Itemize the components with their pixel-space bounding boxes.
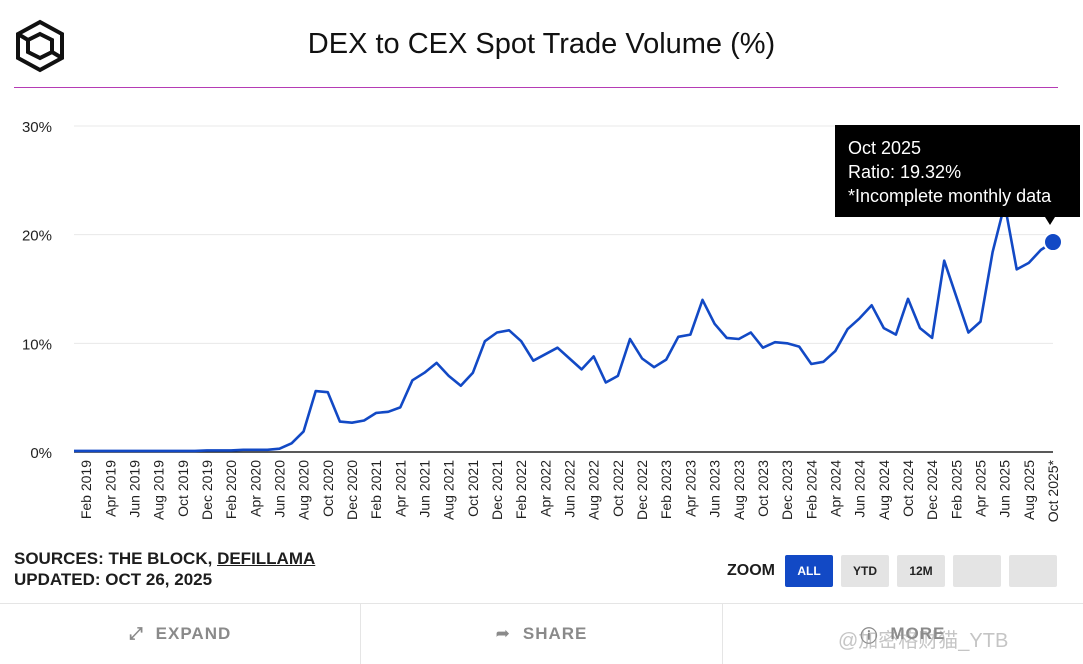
x-tick-label: Apr 2025 <box>972 460 988 517</box>
x-tick-label: Feb 2025 <box>948 460 964 519</box>
x-tick-label: Oct 2020 <box>320 460 336 517</box>
x-tick-label: Jun 2024 <box>852 460 868 518</box>
zoom-ytd-button[interactable]: YTD <box>841 555 889 587</box>
defillama-link[interactable]: DEFILLAMA <box>217 549 316 568</box>
x-tick-label: Feb 2019 <box>78 460 94 519</box>
x-tick-label: Dec 2019 <box>199 460 215 520</box>
x-tick-label: Aug 2022 <box>586 460 602 520</box>
tooltip-value: Ratio: 19.32% <box>848 162 961 182</box>
x-tick-label: Aug 2025 <box>1021 460 1037 520</box>
x-tick-label: Feb 2024 <box>803 460 819 519</box>
expand-icon: ⤢ <box>129 624 144 643</box>
y-tick-label: 0% <box>30 445 52 462</box>
tooltip: Oct 2025 Ratio: 19.32% *Incomplete month… <box>835 125 1080 225</box>
watermark: @加密格财猫_YTB <box>838 630 1009 652</box>
highlight-point[interactable] <box>1043 232 1063 253</box>
expand-label: EXPAND <box>155 624 232 643</box>
series-line-ratio <box>74 202 1054 453</box>
x-tick-label: Apr 2024 <box>827 460 843 517</box>
chart-title: DEX to CEX Spot Trade Volume (%) <box>307 28 776 60</box>
x-tick-label: Feb 2020 <box>223 460 239 519</box>
y-tick-label: 10% <box>22 336 52 353</box>
y-tick-label: 20% <box>22 228 52 245</box>
x-tick-label: Oct 2025* <box>1045 459 1061 522</box>
expand-button[interactable]: ⤢ EXPAND <box>0 604 362 664</box>
x-tick-label: Apr 2021 <box>392 460 408 517</box>
x-tick-label: Apr 2020 <box>247 460 263 517</box>
cube-logo-icon <box>16 19 64 73</box>
updated-label: UPDATED: OCT 26, 2025 <box>14 570 213 589</box>
line-chart: 0% 10% 20% 30% Feb 2019 Apr 2019 Jun 2019 Aug … <box>22 119 1080 522</box>
x-tick-label: Dec 2020 <box>344 460 360 520</box>
x-tick-label: Oct 2022 <box>610 460 626 517</box>
tooltip-note: *Incomplete monthly data <box>848 186 1052 206</box>
x-tick-label: Aug 2019 <box>151 460 167 520</box>
x-tick-label: Feb 2023 <box>658 460 674 519</box>
y-tick-label: 30% <box>22 119 52 136</box>
more-button[interactable]: ⓘ MORE <box>723 604 1083 664</box>
x-tick-label: Apr 2023 <box>682 460 698 517</box>
zoom-label: ZOOM <box>727 562 775 579</box>
zoom-all-button[interactable]: ALL <box>785 555 833 587</box>
x-tick-label: Aug 2021 <box>441 460 457 520</box>
y-axis-tick-labels: 0% 10% 20% 30% <box>22 119 52 462</box>
zoom-option-button[interactable] <box>1009 555 1057 587</box>
x-tick-label: Aug 2024 <box>876 460 892 520</box>
x-tick-label: Oct 2019 <box>175 460 191 517</box>
x-tick-label: Feb 2022 <box>513 460 529 519</box>
info-icon: ⓘ <box>860 626 879 646</box>
share-label: SHARE <box>522 624 588 643</box>
x-axis-tick-labels: Feb 2019 Apr 2019 Jun 2019 Aug 2019 Oct 2019… <box>78 459 1061 522</box>
x-tick-label: Dec 2024 <box>924 460 940 520</box>
x-tick-label: Oct 2021 <box>465 460 481 517</box>
x-tick-label: Oct 2024 <box>900 460 916 517</box>
zoom-12m-button[interactable]: 12M <box>897 555 945 587</box>
x-tick-label: Feb 2021 <box>368 460 384 519</box>
x-tick-label: Aug 2023 <box>731 460 747 520</box>
x-tick-label: Jun 2025 <box>997 460 1013 518</box>
x-tick-label: Dec 2023 <box>779 460 795 520</box>
x-tick-label: Jun 2022 <box>562 460 578 518</box>
more-label: MORE <box>890 624 946 643</box>
share-button[interactable]: ➦ SHARE <box>361 604 723 664</box>
x-tick-label: Jun 2019 <box>126 460 142 518</box>
zoom-option-button[interactable] <box>953 555 1001 587</box>
x-tick-label: Oct 2023 <box>755 460 771 517</box>
x-tick-label: Dec 2021 <box>489 460 505 520</box>
share-icon: ➦ <box>495 624 511 643</box>
x-tick-label: Jun 2023 <box>707 460 723 518</box>
sources-label: SOURCES: THE BLOCK, <box>14 549 218 568</box>
x-tick-label: Apr 2022 <box>537 460 553 517</box>
x-tick-label: Jun 2020 <box>271 460 287 518</box>
sources-block: SOURCES: THE BLOCK, DEFILLAMA UPDATED: O… <box>14 548 315 590</box>
title-divider <box>14 87 1058 88</box>
x-tick-label: Jun 2021 <box>417 460 433 518</box>
x-tick-label: Apr 2019 <box>102 460 118 517</box>
zoom-control: ZOOM ALL YTD 12M <box>727 555 1065 587</box>
action-bar: ⤢ EXPAND ➦ SHARE ⓘ MORE <box>0 603 1083 664</box>
x-tick-label: Dec 2022 <box>634 460 650 520</box>
x-tick-label: Aug 2020 <box>296 460 312 520</box>
tooltip-date: Oct 2025 <box>848 138 921 158</box>
